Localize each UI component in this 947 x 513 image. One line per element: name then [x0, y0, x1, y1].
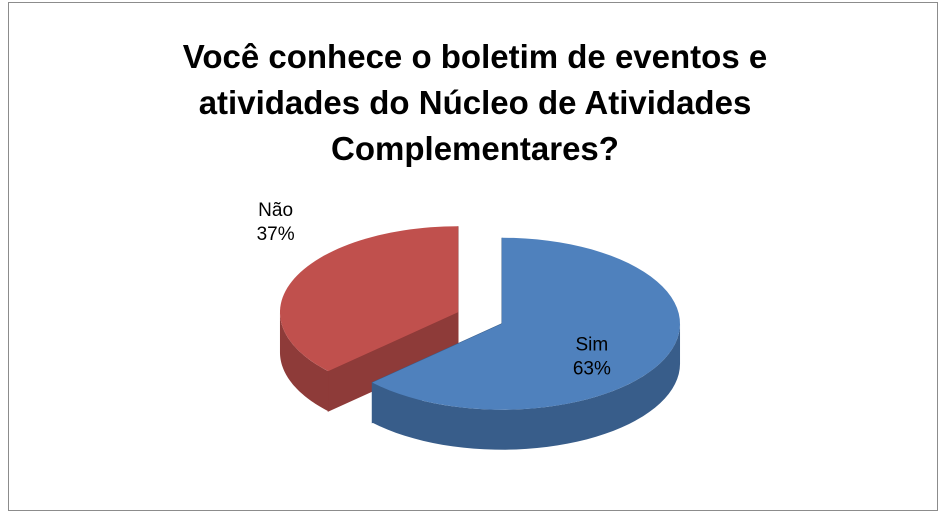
- slice-value-label: 63%: [573, 359, 611, 380]
- pie-slice: [372, 237, 681, 410]
- chart-frame: [8, 2, 938, 511]
- slice-wall: [372, 323, 681, 450]
- slice-label: Não: [258, 200, 293, 221]
- slice-value-label: 37%: [257, 224, 295, 245]
- pie-slice: [280, 226, 458, 372]
- slice-wall: [279, 312, 329, 412]
- slice-label: Sim: [576, 335, 609, 356]
- chart-title: Você conhece o boletim de eventos e ativ…: [182, 38, 768, 167]
